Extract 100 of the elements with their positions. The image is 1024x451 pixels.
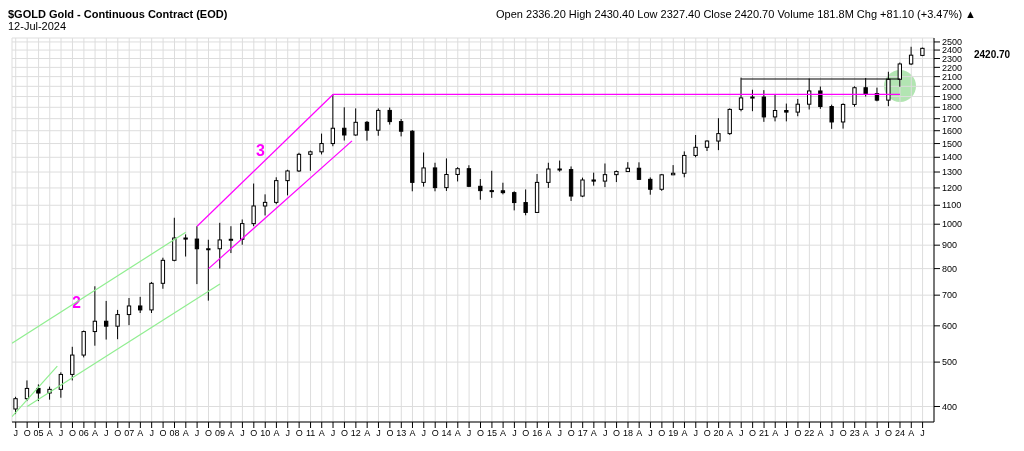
x-tick-label: J bbox=[920, 428, 925, 439]
x-tick-label: J bbox=[829, 428, 835, 439]
y-tick-label: 500 bbox=[942, 357, 958, 368]
x-tick-label: J bbox=[512, 428, 517, 439]
x-tick-label: 12 bbox=[350, 428, 361, 439]
x-tick-label: A bbox=[862, 428, 869, 439]
x-tick-label: O bbox=[522, 428, 530, 439]
x-tick-label: 23 bbox=[849, 428, 860, 439]
x-tick-label: O bbox=[839, 428, 847, 439]
y-tick-label: 600 bbox=[942, 321, 958, 332]
x-tick-label: A bbox=[409, 428, 416, 439]
x-tick-label: 07 bbox=[124, 428, 135, 439]
x-tick-label: 18 bbox=[622, 428, 633, 439]
x-tick-label: A bbox=[454, 428, 461, 439]
x-tick-label: A bbox=[500, 428, 507, 439]
x-tick-label: J bbox=[285, 428, 290, 439]
x-tick-label: O bbox=[567, 428, 575, 439]
x-tick-label: 14 bbox=[441, 428, 452, 439]
y-tick-label: 1300 bbox=[942, 167, 963, 178]
x-tick-label: 13 bbox=[396, 428, 407, 439]
x-tick-label: A bbox=[726, 428, 733, 439]
x-tick-label: O bbox=[68, 428, 76, 439]
x-tick-label: 16 bbox=[532, 428, 543, 439]
x-tick-label: O bbox=[340, 428, 348, 439]
x-tick-label: O bbox=[250, 428, 258, 439]
x-tick-label: J bbox=[557, 428, 563, 439]
x-tick-label: J bbox=[13, 428, 18, 439]
x-tick-label: 21 bbox=[759, 428, 770, 439]
text: 2420.70 bbox=[974, 49, 1011, 60]
x-tick-label: 24 bbox=[894, 428, 905, 439]
x-tick-label: J bbox=[194, 428, 200, 439]
annotation: 2 bbox=[72, 294, 81, 312]
x-tick-label: 09 bbox=[214, 428, 225, 439]
y-tick-label: 700 bbox=[942, 290, 958, 301]
x-tick-label: O bbox=[23, 428, 31, 439]
y-tick-label: 1000 bbox=[942, 219, 963, 230]
x-tick-label: 19 bbox=[668, 428, 679, 439]
x-tick-label: O bbox=[431, 428, 439, 439]
x-tick-label: 10 bbox=[260, 428, 271, 439]
y-tick-label: 1900 bbox=[942, 91, 963, 102]
y-tick-label: 2300 bbox=[942, 53, 963, 64]
x-tick-label: A bbox=[92, 428, 99, 439]
x-tick-label: O bbox=[703, 428, 711, 439]
x-tick-label: 20 bbox=[713, 428, 724, 439]
x-tick-label: J bbox=[240, 428, 245, 439]
x-tick-label: 17 bbox=[577, 428, 588, 439]
x-tick-label: J bbox=[466, 428, 472, 439]
x-tick-label: 08 bbox=[169, 428, 180, 439]
x-tick-label: J bbox=[784, 428, 789, 439]
chart-title: $GOLD Gold - Continuous Contract (EOD) bbox=[8, 8, 228, 20]
x-tick-label: J bbox=[330, 428, 336, 439]
x-tick-label: 15 bbox=[486, 428, 497, 439]
y-tick-label: 400 bbox=[942, 401, 958, 412]
x-tick-label: A bbox=[364, 428, 371, 439]
x-tick-label: A bbox=[318, 428, 325, 439]
x-tick-label: J bbox=[648, 428, 653, 439]
y-tick-label: 2000 bbox=[942, 81, 963, 92]
x-tick-label: O bbox=[613, 428, 621, 439]
x-tick-label: J bbox=[104, 428, 109, 439]
x-tick-label: 05 bbox=[33, 428, 44, 439]
y-tick-label: 2400 bbox=[942, 45, 963, 56]
x-tick-label: A bbox=[545, 428, 552, 439]
x-tick-label: O bbox=[386, 428, 394, 439]
x-tick-label: A bbox=[273, 428, 280, 439]
x-tick-label: A bbox=[908, 428, 915, 439]
x-tick-label: O bbox=[749, 428, 757, 439]
y-tick-label: 1600 bbox=[942, 125, 963, 136]
x-tick-label: J bbox=[149, 428, 154, 439]
x-tick-label: A bbox=[137, 428, 144, 439]
x-tick-label: J bbox=[602, 428, 608, 439]
x-tick-label: O bbox=[295, 428, 303, 439]
x-tick-label: A bbox=[772, 428, 779, 439]
y-tick-label: 800 bbox=[942, 263, 958, 274]
x-tick-label: A bbox=[636, 428, 643, 439]
x-tick-label: O bbox=[114, 428, 122, 439]
x-tick-label: 11 bbox=[305, 428, 316, 439]
y-tick-label: 2200 bbox=[942, 62, 963, 73]
x-tick-label: 06 bbox=[78, 428, 89, 439]
text: Open 2336.20 High 2430.40 Low 2327.40 Close 2420.70 Volume 181.8M Chg +81.10 (+3.47%) ▲ bbox=[496, 8, 976, 20]
x-tick-label: J bbox=[421, 428, 427, 439]
x-tick-label: O bbox=[885, 428, 893, 439]
x-tick-label: O bbox=[205, 428, 213, 439]
x-tick-label: A bbox=[228, 428, 235, 439]
y-tick-label: 900 bbox=[942, 240, 958, 251]
x-tick-label: O bbox=[658, 428, 666, 439]
x-tick-label: A bbox=[817, 428, 824, 439]
x-tick-label: J bbox=[693, 428, 699, 439]
y-tick-label: 1800 bbox=[942, 102, 963, 113]
y-tick-label: 2500 bbox=[942, 37, 963, 48]
x-tick-label: A bbox=[681, 428, 688, 439]
x-tick-label: J bbox=[376, 428, 381, 439]
x-tick-label: O bbox=[794, 428, 802, 439]
x-tick-label: J bbox=[738, 428, 744, 439]
annotation: 3 bbox=[256, 142, 265, 160]
x-tick-label: A bbox=[182, 428, 189, 439]
x-tick-label: J bbox=[58, 428, 64, 439]
x-tick-label: 22 bbox=[804, 428, 815, 439]
x-tick-label: A bbox=[590, 428, 597, 439]
y-tick-label: 1100 bbox=[942, 200, 962, 211]
x-tick-label: J bbox=[874, 428, 880, 439]
